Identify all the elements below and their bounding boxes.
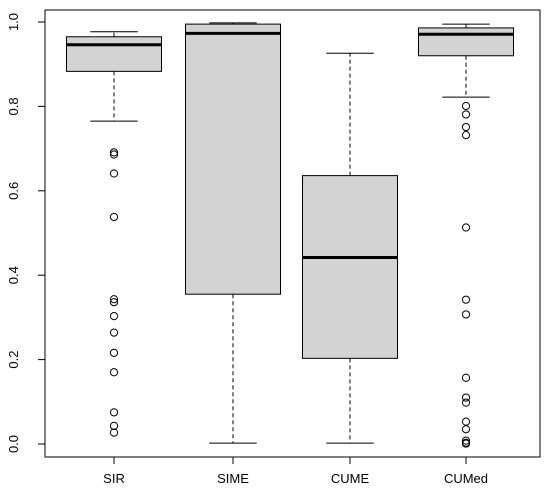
outlier-point	[461, 393, 471, 402]
outlier-point	[109, 150, 119, 159]
outlier-point	[109, 348, 119, 357]
y-tick-label: 0.0	[6, 435, 21, 453]
y-axis: 0.0 0.2 0.4 0.6 0.8 1.0	[6, 13, 46, 453]
x-tick-label: CUMed	[444, 471, 488, 486]
outlier-point	[109, 328, 119, 337]
outlier-point	[109, 298, 119, 307]
outlier-point	[109, 368, 119, 377]
outlier-point	[109, 148, 119, 157]
outlier-point	[461, 223, 471, 232]
outlier-point	[461, 122, 471, 132]
box-iqr	[66, 36, 162, 72]
outlier-point	[461, 130, 471, 140]
outlier-point	[461, 436, 471, 445]
outlier-point	[461, 310, 471, 319]
outlier-point	[109, 428, 119, 437]
x-tick-label: SIME	[217, 471, 249, 486]
box-iqr	[185, 23, 281, 295]
y-tick-label: 1.0	[6, 13, 21, 31]
outlier-point	[109, 295, 119, 304]
box-sime	[185, 22, 281, 444]
y-tick-label: 0.2	[6, 351, 21, 369]
outlier-point	[461, 398, 471, 407]
x-axis: SIR SIME CUME CUMed	[103, 457, 488, 486]
outlier-point	[109, 212, 119, 222]
outlier-point	[461, 295, 471, 304]
outlier-point	[109, 312, 119, 321]
outlier-point	[461, 101, 471, 111]
outlier-point	[461, 439, 471, 448]
x-tick-label: CUME	[331, 471, 370, 486]
y-tick-label: 0.8	[6, 97, 21, 115]
x-tick-label: SIR	[103, 471, 125, 486]
box-cumed	[418, 23, 514, 448]
box-iqr	[418, 27, 514, 57]
outlier-point	[461, 417, 471, 426]
outlier-point	[461, 110, 471, 119]
y-tick-label: 0.4	[6, 266, 21, 284]
box-iqr	[302, 175, 398, 359]
outlier-point	[461, 425, 471, 434]
outlier-point	[109, 421, 119, 430]
boxes-layer	[66, 22, 514, 448]
outlier-point	[461, 373, 471, 382]
outlier-point	[109, 169, 119, 178]
y-tick-label: 0.6	[6, 182, 21, 200]
box-sir	[66, 31, 162, 437]
outlier-point	[109, 408, 119, 417]
box-cume	[302, 52, 398, 444]
